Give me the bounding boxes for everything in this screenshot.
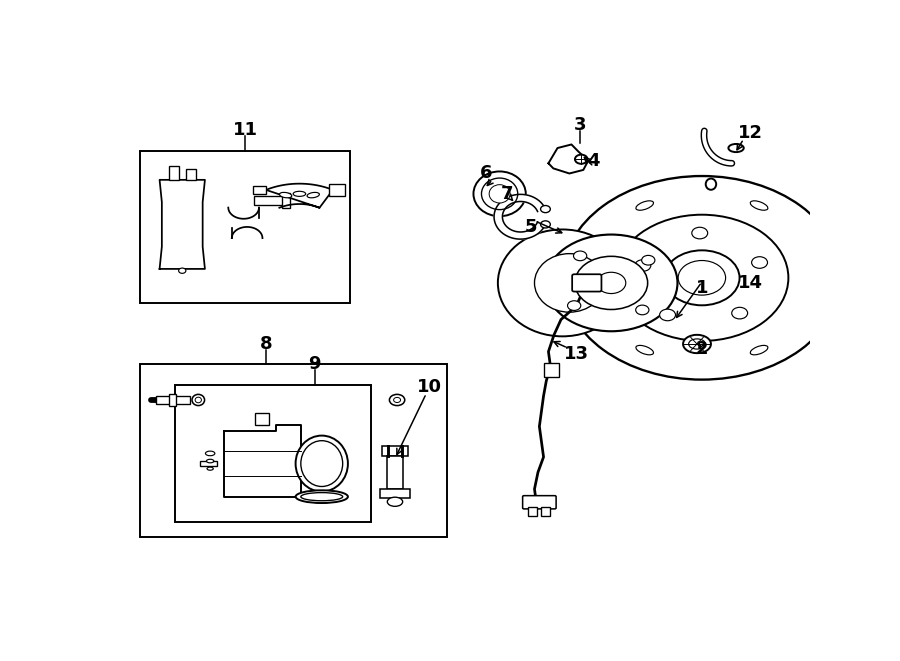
Text: 8: 8 (259, 335, 273, 353)
Ellipse shape (207, 467, 213, 470)
Ellipse shape (390, 395, 405, 406)
Text: 4: 4 (588, 152, 600, 170)
Ellipse shape (498, 229, 627, 336)
Circle shape (679, 260, 725, 295)
Ellipse shape (582, 271, 592, 285)
Circle shape (575, 256, 648, 309)
Ellipse shape (205, 451, 215, 455)
Circle shape (544, 235, 678, 331)
Circle shape (634, 260, 651, 271)
Ellipse shape (206, 459, 214, 463)
FancyBboxPatch shape (613, 268, 639, 292)
Circle shape (660, 309, 676, 321)
Ellipse shape (728, 144, 743, 152)
Ellipse shape (301, 492, 343, 501)
Ellipse shape (482, 178, 517, 210)
Bar (380, 488, 410, 498)
Bar (544, 363, 559, 377)
Ellipse shape (280, 192, 292, 198)
Circle shape (664, 251, 740, 305)
Bar (169, 395, 176, 406)
Ellipse shape (192, 395, 204, 406)
Text: 1: 1 (696, 279, 708, 297)
Circle shape (752, 256, 768, 268)
Polygon shape (266, 184, 333, 208)
Circle shape (575, 155, 588, 164)
Ellipse shape (473, 171, 526, 216)
Text: 13: 13 (563, 345, 589, 363)
Ellipse shape (387, 497, 402, 506)
Circle shape (573, 251, 587, 260)
Text: 3: 3 (573, 116, 586, 134)
Ellipse shape (490, 184, 510, 203)
Ellipse shape (751, 346, 768, 355)
Circle shape (568, 301, 580, 311)
Bar (528, 508, 536, 516)
Ellipse shape (307, 192, 320, 198)
Circle shape (562, 176, 842, 379)
Ellipse shape (293, 191, 306, 196)
Ellipse shape (832, 266, 850, 289)
Circle shape (692, 227, 707, 239)
Ellipse shape (195, 397, 202, 403)
Circle shape (541, 221, 550, 228)
Text: 2: 2 (696, 340, 708, 358)
Polygon shape (494, 194, 545, 239)
FancyBboxPatch shape (523, 496, 556, 509)
Text: 5: 5 (525, 218, 537, 236)
Circle shape (597, 272, 626, 293)
Ellipse shape (836, 271, 847, 285)
FancyBboxPatch shape (572, 274, 601, 292)
Circle shape (635, 305, 649, 315)
Circle shape (178, 268, 186, 274)
Text: 6: 6 (480, 165, 492, 182)
Ellipse shape (295, 436, 348, 492)
Polygon shape (548, 145, 589, 173)
Ellipse shape (683, 335, 711, 353)
Ellipse shape (706, 178, 716, 190)
Circle shape (732, 307, 748, 319)
Bar (254, 186, 266, 194)
Bar (254, 196, 284, 204)
Bar (256, 412, 269, 426)
Polygon shape (224, 426, 301, 496)
Polygon shape (159, 180, 205, 269)
Bar (168, 167, 178, 180)
Ellipse shape (751, 201, 768, 210)
Ellipse shape (295, 490, 348, 503)
Text: 10: 10 (418, 378, 443, 396)
Ellipse shape (688, 339, 706, 349)
Bar (157, 397, 190, 403)
Bar (186, 169, 196, 180)
Ellipse shape (812, 271, 821, 285)
Text: 11: 11 (232, 121, 257, 139)
Bar (282, 193, 291, 208)
Bar (140, 151, 349, 303)
Text: 7: 7 (500, 185, 513, 203)
Ellipse shape (636, 201, 653, 210)
Ellipse shape (301, 441, 343, 486)
Bar (387, 456, 403, 489)
Bar (200, 461, 217, 466)
Text: 12: 12 (738, 124, 763, 141)
Bar (542, 508, 550, 516)
Ellipse shape (535, 254, 604, 312)
Text: 14: 14 (738, 274, 763, 292)
Bar (176, 385, 371, 522)
Bar (329, 184, 345, 196)
Circle shape (642, 255, 655, 265)
Ellipse shape (636, 346, 653, 355)
Text: 9: 9 (309, 356, 321, 373)
Bar (382, 446, 408, 456)
Ellipse shape (393, 397, 400, 403)
Bar (140, 364, 447, 537)
Circle shape (616, 215, 788, 341)
Circle shape (541, 206, 550, 213)
